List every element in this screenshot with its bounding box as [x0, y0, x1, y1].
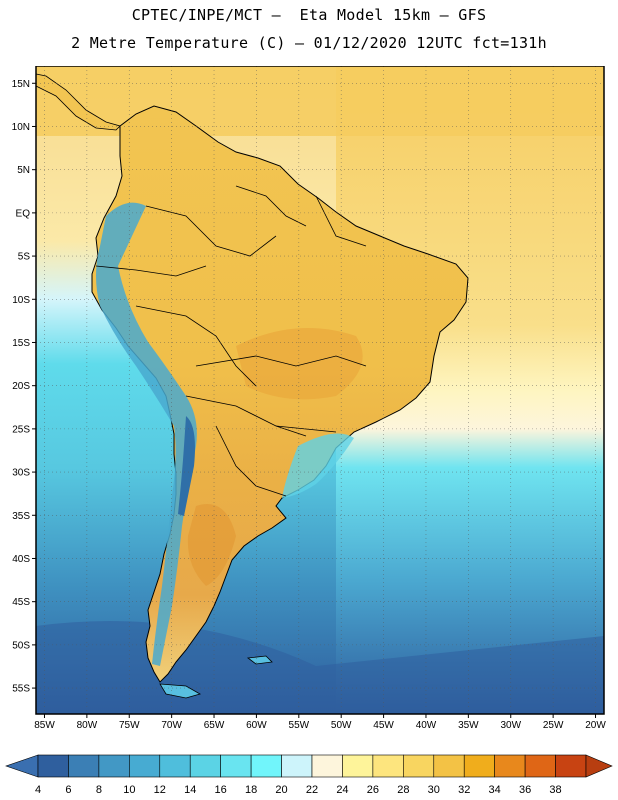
lat-tick-label: 10N: [12, 122, 30, 133]
colorbar-swatch: [129, 754, 161, 778]
andes-coldest-core: [178, 416, 195, 516]
colorbar-label: 10: [123, 784, 135, 796]
lon-tick-label: 80W: [77, 720, 98, 731]
colorbar-swatch: [494, 754, 526, 778]
lat-tick-label: 5S: [18, 252, 31, 263]
colorbar-swatch: [98, 754, 130, 778]
lat-tick-label: EQ: [16, 208, 31, 219]
colorbar-swatch: [250, 754, 282, 778]
colorbar-label: 24: [336, 784, 348, 796]
lon-tick-label: 85W: [34, 720, 55, 731]
lat-tick-label: 45S: [12, 597, 30, 608]
colorbar-label: 18: [245, 784, 257, 796]
colorbar-swatch: [68, 754, 100, 778]
hot-patagonia-patch: [187, 504, 236, 586]
lon-tick-label: 35W: [458, 720, 479, 731]
tierra-del-fuego: [159, 683, 202, 699]
lat-tick-label: 10S: [12, 295, 30, 306]
lat-tick-label: 15N: [12, 79, 30, 90]
colorbar-swatch: [281, 754, 313, 778]
central-america: [35, 73, 121, 131]
map-border: [35, 66, 605, 715]
lon-tick-label: 45W: [373, 720, 394, 731]
colorbar-label: 14: [184, 784, 196, 796]
temperature-colorbar: 4 6 8 10 12 14 16 18 20 22 24 26 28 30 32 34 36 38: [5, 754, 613, 796]
colorbar-label: 36: [519, 784, 531, 796]
lon-tick-label: 25W: [543, 720, 564, 731]
colorbar-label: 34: [489, 784, 501, 796]
lon-tick-label: 20W: [585, 720, 606, 731]
colorbar-label: 32: [458, 784, 470, 796]
lat-tick-label: 35S: [12, 511, 30, 522]
colorbar-swatch: [342, 754, 374, 778]
colorbar-label: 20: [275, 784, 287, 796]
lat-tick-label: 15S: [12, 338, 30, 349]
colorbar-label: 30: [428, 784, 440, 796]
temperature-map: 15N 10N 5N EQ 5S 10S 15S 20S 25S 30S 35S 40S 45S 50S 5…: [12, 66, 606, 731]
colorbar-label: 12: [154, 784, 166, 796]
lat-tick-label: 25S: [12, 424, 30, 435]
colorbar-label: 16: [215, 784, 227, 796]
colorbar-label: 22: [306, 784, 318, 796]
lon-tick-label: 75W: [119, 720, 140, 731]
lat-tick-label: 5N: [17, 165, 30, 176]
lon-tick-label: 55W: [289, 720, 310, 731]
colorbar-swatch: [189, 754, 221, 778]
lat-tick-label: 20S: [12, 381, 30, 392]
lon-tick-label: 40W: [416, 720, 437, 731]
colorbar-label: 28: [397, 784, 409, 796]
lat-tick-label: 40S: [12, 554, 30, 565]
colorbar-label: 38: [549, 784, 561, 796]
lat-tick-label: 55S: [12, 684, 30, 695]
colorbar-swatch: [37, 754, 69, 778]
colorbar-swatch: [524, 754, 556, 778]
lon-tick-label: 65W: [204, 720, 225, 731]
colorbar-swatch: [555, 754, 587, 778]
colorbar-swatch: [403, 754, 435, 778]
map-title-line2: 2 Metre Temperature (C) – 01/12/2020 12U…: [71, 34, 547, 52]
lon-tick-label: 30W: [500, 720, 521, 731]
falkland-islands: [246, 655, 273, 665]
colorbar-swatch: [463, 754, 495, 778]
colorbar-swatch: [311, 754, 343, 778]
colorbar-label: 8: [96, 784, 102, 796]
lon-tick-label: 60W: [246, 720, 267, 731]
colorbar-swatch: [433, 754, 465, 778]
lat-tick-label: 30S: [12, 468, 30, 479]
hot-interior-patch: [236, 328, 363, 400]
map-title-line1: CPTEC/INPE/MCT – Eta Model 15km – GFS: [131, 6, 487, 24]
lon-tick-label: 50W: [331, 720, 352, 731]
colorbar-under-arrow: [5, 754, 39, 778]
colorbar-label: 6: [65, 784, 71, 796]
colorbar-label: 4: [35, 784, 41, 796]
colorbar-swatch: [220, 754, 252, 778]
colorbar-over-arrow: [585, 754, 613, 778]
lon-tick-label: 70W: [161, 720, 182, 731]
colorbar-label: 26: [367, 784, 379, 796]
colorbar-swatch: [372, 754, 404, 778]
colorbar-swatch: [159, 754, 191, 778]
south-brazil-cool-patch: [282, 433, 354, 498]
lat-tick-label: 50S: [12, 640, 30, 651]
